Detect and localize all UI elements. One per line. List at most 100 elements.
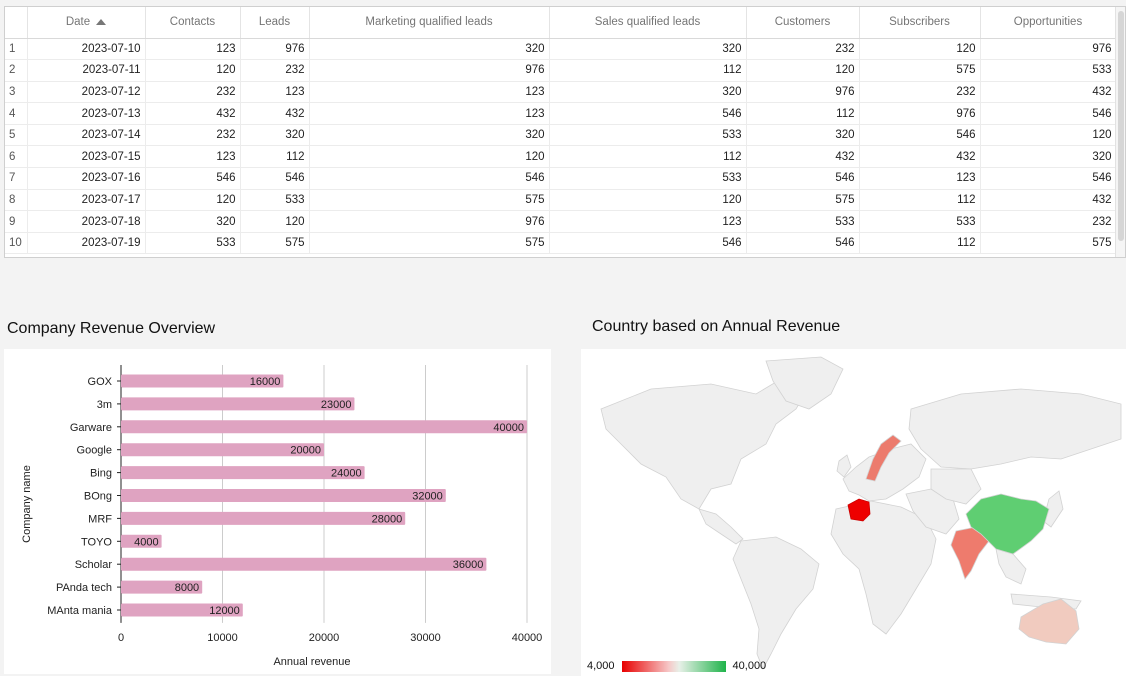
table-cell: 533 bbox=[549, 167, 747, 190]
column-header-marketing-qualified-leads[interactable]: Marketing qualified leads bbox=[309, 7, 550, 39]
europe-shape[interactable] bbox=[842, 443, 927, 502]
column-header-customers[interactable]: Customers bbox=[746, 7, 860, 39]
y-tick-label: PAnda tech bbox=[56, 582, 112, 594]
table-row[interactable]: 6 2023-07-15 123 112 120 112 432 432 320 bbox=[5, 145, 1117, 169]
bar bbox=[121, 511, 406, 525]
table-row[interactable]: 1 2023-07-10 123 976 320 320 232 120 976 bbox=[5, 38, 1117, 61]
bar bbox=[121, 489, 446, 502]
table-cell: 112 bbox=[549, 145, 747, 169]
table-cell: 120 bbox=[549, 189, 747, 212]
table-cell: 112 bbox=[859, 189, 981, 212]
france-shape[interactable] bbox=[847, 498, 871, 522]
table-header-row: Date Contacts Leads Marketing qualified lea… bbox=[5, 7, 1117, 39]
bar bbox=[121, 557, 487, 571]
southeast-asia-shape[interactable] bbox=[995, 548, 1027, 585]
table-cell: 976 bbox=[309, 210, 550, 233]
table-cell: 123 bbox=[859, 167, 981, 190]
table-cell: 123 bbox=[145, 38, 241, 61]
table-cell: 2023-07-19 bbox=[27, 232, 146, 255]
table-cell: 575 bbox=[980, 232, 1117, 255]
sort-ascending-icon[interactable] bbox=[96, 19, 107, 26]
table-cell: 320 bbox=[746, 124, 860, 147]
row-number-cell: 8 bbox=[5, 189, 28, 212]
row-number-cell: 7 bbox=[5, 167, 28, 190]
china-shape[interactable] bbox=[965, 493, 1050, 555]
table-row[interactable]: 7 2023-07-16 546 546 546 533 546 123 546 bbox=[5, 167, 1117, 190]
y-tick-label: Scholar bbox=[75, 559, 113, 571]
y-tick-label: Google bbox=[77, 445, 112, 457]
table-cell: 320 bbox=[309, 124, 550, 147]
row-number-cell: 2 bbox=[5, 59, 28, 82]
table-cell: 2023-07-17 bbox=[27, 189, 146, 212]
x-tick-label: 20000 bbox=[309, 632, 340, 644]
data-label: 12000 bbox=[209, 605, 240, 617]
table-row[interactable]: 5 2023-07-14 232 320 320 533 320 546 120 bbox=[5, 124, 1117, 147]
table-cell: 320 bbox=[549, 38, 747, 61]
central-asia-shape[interactable] bbox=[930, 468, 982, 505]
table-cell: 232 bbox=[859, 81, 981, 104]
table-row[interactable]: 4 2023-07-13 432 432 123 546 112 976 546 bbox=[5, 102, 1117, 125]
table-cell: 232 bbox=[746, 38, 860, 61]
table-cell: 123 bbox=[309, 102, 550, 125]
table-cell: 123 bbox=[309, 81, 550, 104]
table-row[interactable]: 10 2023-07-19 533 575 575 546 546 112 575 bbox=[5, 232, 1117, 255]
column-header-row-number[interactable] bbox=[5, 7, 28, 39]
table-cell: 533 bbox=[746, 210, 860, 233]
greenland-shape[interactable] bbox=[765, 356, 844, 410]
table-cell: 123 bbox=[145, 145, 241, 169]
table-cell: 575 bbox=[859, 59, 981, 82]
column-header-label: Customers bbox=[774, 16, 831, 29]
column-header-label: Leads bbox=[258, 16, 291, 29]
table-cell: 232 bbox=[240, 59, 310, 82]
data-table: Date Contacts Leads Marketing qualified lea… bbox=[4, 6, 1126, 258]
table-row[interactable]: 2 2023-07-11 120 232 976 112 120 575 533 bbox=[5, 59, 1117, 82]
table-cell: 232 bbox=[980, 210, 1117, 233]
table-cell: 120 bbox=[240, 210, 310, 233]
y-axis-title: Company name bbox=[21, 465, 33, 543]
table-cell: 546 bbox=[549, 102, 747, 125]
geo-map-card: 4,000 40,000 bbox=[581, 349, 1126, 676]
table-cell: 546 bbox=[980, 102, 1117, 125]
y-tick-label: MAnta mania bbox=[47, 605, 113, 617]
column-header-label: Date bbox=[65, 16, 91, 29]
africa-shape[interactable] bbox=[830, 500, 937, 635]
table-cell: 2023-07-15 bbox=[27, 145, 146, 169]
column-header-opportunities[interactable]: Opportunities bbox=[980, 7, 1117, 39]
column-header-contacts[interactable]: Contacts bbox=[145, 7, 241, 39]
vertical-scrollbar[interactable] bbox=[1115, 7, 1125, 257]
central-america-shape[interactable] bbox=[698, 508, 744, 545]
table-cell: 533 bbox=[859, 210, 981, 233]
table-cell: 976 bbox=[980, 38, 1117, 61]
table-row[interactable]: 3 2023-07-12 232 123 123 320 976 232 432 bbox=[5, 81, 1117, 104]
y-tick-label: GOX bbox=[88, 376, 113, 388]
table-cell: 320 bbox=[980, 145, 1117, 169]
y-tick-label: MRF bbox=[88, 513, 112, 525]
row-number-cell: 9 bbox=[5, 210, 28, 233]
table-row[interactable]: 8 2023-07-17 120 533 575 120 575 112 432 bbox=[5, 189, 1117, 212]
table-cell: 120 bbox=[309, 145, 550, 169]
table-cell: 575 bbox=[309, 189, 550, 212]
south-america-shape[interactable] bbox=[732, 536, 820, 670]
russia-shape[interactable] bbox=[908, 388, 1122, 470]
column-header-leads[interactable]: Leads bbox=[240, 7, 310, 39]
uk-shape[interactable] bbox=[836, 454, 852, 478]
column-header-date[interactable]: Date bbox=[27, 7, 146, 39]
x-tick-label: 10000 bbox=[207, 632, 238, 644]
table-cell: 112 bbox=[746, 102, 860, 125]
norway-shape[interactable] bbox=[865, 434, 902, 482]
table-cell: 432 bbox=[980, 189, 1117, 212]
table-row[interactable]: 9 2023-07-18 320 120 976 123 533 533 232 bbox=[5, 210, 1117, 233]
table-cell: 2023-07-14 bbox=[27, 124, 146, 147]
north-america-shape[interactable] bbox=[600, 378, 812, 510]
table-cell: 533 bbox=[240, 189, 310, 212]
table-cell: 320 bbox=[145, 210, 241, 233]
column-header-sales-qualified-leads[interactable]: Sales qualified leads bbox=[549, 7, 747, 39]
australia-shape[interactable] bbox=[1018, 598, 1080, 645]
table-cell: 112 bbox=[549, 59, 747, 82]
bar-chart-card: 0 10000 20000 30000 40000 GOX 16000 3m 23000 Garw… bbox=[4, 349, 551, 674]
row-number-cell: 10 bbox=[5, 232, 28, 255]
table-cell: 575 bbox=[309, 232, 550, 255]
scrollbar-thumb[interactable] bbox=[1118, 11, 1124, 241]
column-header-subscribers[interactable]: Subscribers bbox=[859, 7, 981, 39]
y-tick-label: BOng bbox=[84, 491, 112, 503]
